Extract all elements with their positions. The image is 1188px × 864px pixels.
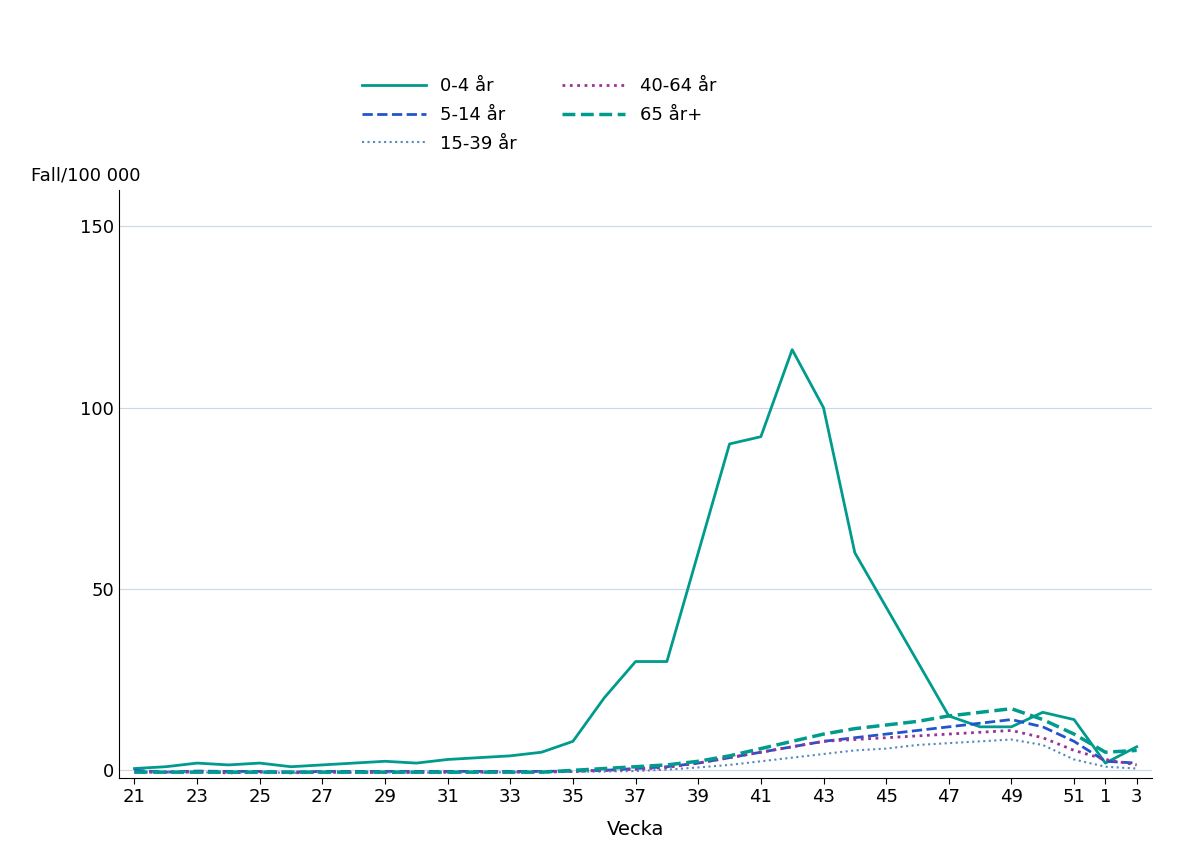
Legend: 0-4 år, 5-14 år, 15-39 år, 40-64 år, 65 år+, : 0-4 år, 5-14 år, 15-39 år, 40-64 år, 65 … (355, 70, 723, 160)
Text: Fall/100 000: Fall/100 000 (31, 166, 140, 184)
X-axis label: Vecka: Vecka (607, 820, 664, 839)
